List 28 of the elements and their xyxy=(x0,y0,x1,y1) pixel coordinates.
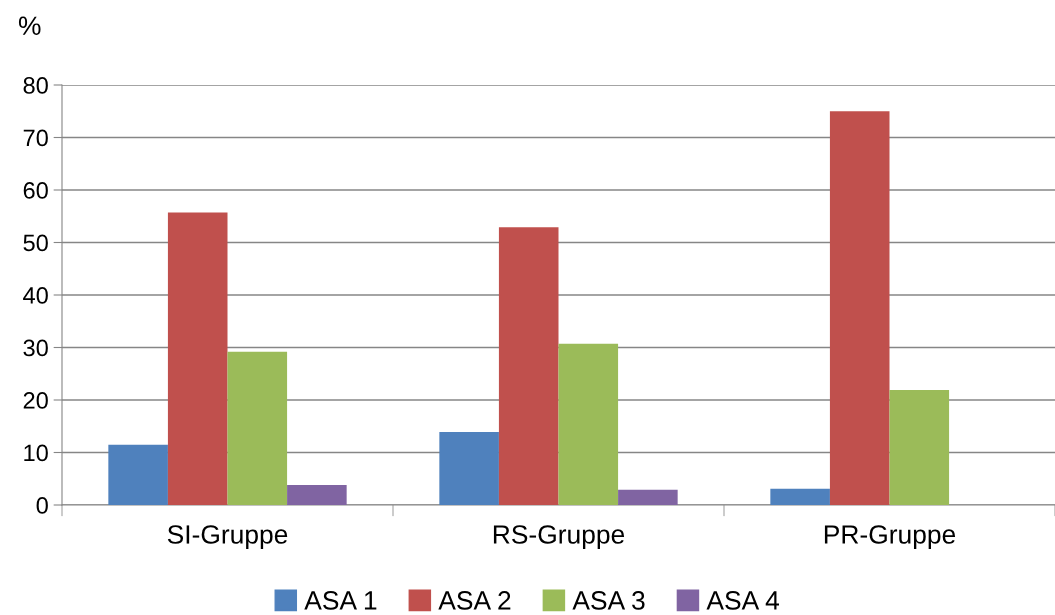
legend-label: ASA 3 xyxy=(572,591,645,610)
bar xyxy=(287,485,347,505)
y-axis-title: % xyxy=(18,16,41,35)
bar xyxy=(889,390,950,505)
x-tick-label: PR-Gruppe xyxy=(824,525,956,550)
bar xyxy=(770,488,830,505)
bar xyxy=(108,444,168,505)
legend-label: ASA 1 xyxy=(304,591,377,610)
y-tick-label: 80 xyxy=(23,77,48,94)
legend-label: ASA 4 xyxy=(706,591,779,610)
y-tick-label: 0 xyxy=(36,497,48,514)
bar xyxy=(829,111,890,505)
bar xyxy=(558,343,619,505)
y-tick-label: 20 xyxy=(23,392,48,409)
x-tick-label: SI-Gruppe xyxy=(167,525,288,550)
y-tick-label: 40 xyxy=(23,287,48,304)
bar xyxy=(618,489,678,505)
bar xyxy=(227,351,288,505)
y-tick-label: 60 xyxy=(23,182,48,199)
bar xyxy=(498,227,559,505)
legend-label: ASA 2 xyxy=(438,591,511,610)
y-tick-label: 70 xyxy=(23,129,48,147)
x-tick-label: RS-Gruppe xyxy=(493,525,625,550)
y-tick-label: 30 xyxy=(23,339,48,357)
bar xyxy=(167,212,228,505)
bar xyxy=(439,432,499,505)
y-tick-label: 50 xyxy=(23,234,48,252)
y-tick-label: 10 xyxy=(24,444,48,462)
